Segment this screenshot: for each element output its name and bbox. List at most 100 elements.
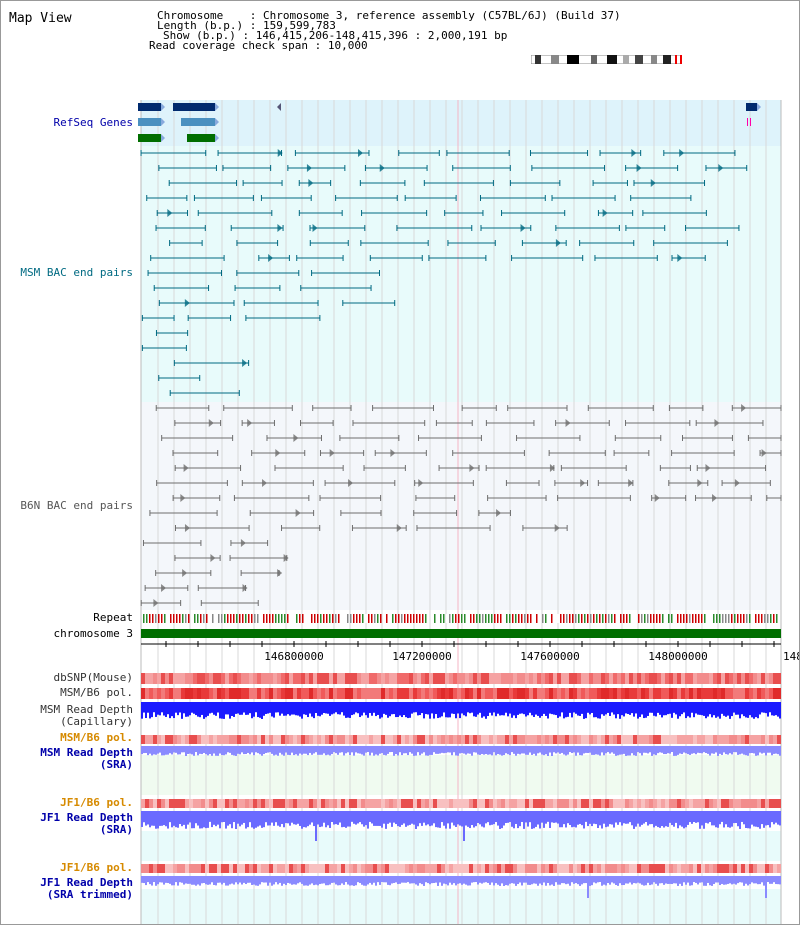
depth-bar (517, 746, 519, 754)
depth-bar (203, 811, 205, 828)
depth-bar (505, 876, 507, 886)
depth-bar (521, 746, 523, 754)
heat-cell (377, 864, 381, 873)
heat-cell (665, 735, 669, 744)
heat-cell (681, 799, 685, 808)
heat-cell (677, 688, 681, 699)
depth-bar (459, 702, 461, 719)
depth-bar (311, 702, 313, 717)
heat-cell (741, 735, 745, 744)
depth-bar (159, 746, 161, 753)
depth-bar (419, 746, 421, 756)
heat-cell (365, 799, 369, 808)
bac-arrow-icon (549, 464, 555, 472)
depth-bar (647, 811, 649, 826)
repeat-mark (638, 614, 640, 623)
depth-bar (237, 876, 239, 885)
refseq-genes-label[interactable]: RefSeq Genes (53, 116, 133, 129)
depth-bar (243, 811, 245, 823)
depth-bar (479, 746, 481, 755)
repeat-mark (662, 614, 664, 623)
depth-bar (345, 702, 347, 718)
depth-bar (579, 746, 581, 756)
depth-bar (697, 876, 699, 885)
depth-bar (471, 746, 473, 756)
heat-cell (157, 735, 161, 744)
depth-bar (523, 746, 525, 754)
heat-cell (685, 673, 689, 684)
repeat-mark (551, 614, 553, 623)
heat-cell (193, 688, 197, 699)
heat-cell (293, 673, 297, 684)
heat-cell (145, 799, 149, 808)
depth-bar (593, 811, 595, 824)
depth-bar (267, 746, 269, 753)
repeat-mark (374, 614, 376, 623)
repeat-mark (725, 614, 727, 623)
heat-cell (673, 864, 677, 873)
heat-cell (765, 864, 769, 873)
depth-bar (525, 811, 527, 823)
b6n-bac-label[interactable]: B6N BAC end pairs (20, 499, 133, 512)
heat-cell (625, 799, 629, 808)
heat-cell (169, 799, 173, 808)
depth-bar (645, 746, 647, 753)
depth-bar (243, 876, 245, 883)
repeat-mark (428, 614, 430, 623)
depth-bar (363, 746, 365, 756)
heat-cell (745, 673, 749, 684)
depth-bar (365, 876, 367, 886)
bac-arrow-icon (565, 419, 571, 427)
heat-cell (633, 864, 637, 873)
heat-cell (537, 864, 541, 873)
heat-cell (169, 735, 173, 744)
depth-bar (545, 746, 547, 755)
depth-bar (153, 876, 155, 883)
depth-bar (731, 746, 733, 755)
heat-cell (273, 799, 277, 808)
depth-bar (389, 702, 391, 717)
heat-cell (669, 799, 673, 808)
depth-bar (625, 702, 627, 714)
heat-cell (469, 799, 473, 808)
heat-cell (673, 688, 677, 699)
depth-bar (535, 702, 537, 715)
heat-cell (377, 799, 381, 808)
depth-bar (499, 702, 501, 716)
depth-bar (585, 811, 587, 822)
depth-bar (713, 702, 715, 716)
heat-cell (609, 673, 613, 684)
depth-bar (233, 746, 235, 756)
depth-bar (659, 702, 661, 715)
repeat-mark (158, 614, 160, 623)
chromosome-ideogram[interactable] (530, 53, 688, 66)
msm-bac-label[interactable]: MSM BAC end pairs (20, 266, 133, 279)
refseq-gene-block (181, 118, 215, 126)
depth-bar (475, 876, 477, 883)
repeat-mark (488, 614, 490, 623)
heat-cell (329, 688, 333, 699)
depth-bar (311, 876, 313, 884)
bac-arrow-icon (295, 509, 301, 517)
depth-bar (491, 702, 493, 716)
depth-bar (165, 811, 167, 827)
heat-cell (333, 864, 337, 873)
depth-bar (269, 746, 271, 753)
repeat-mark (212, 614, 214, 623)
heat-cell (237, 864, 241, 873)
depth-bar (669, 746, 671, 754)
depth-bar (599, 876, 601, 883)
heat-cell (597, 799, 601, 808)
depth-bar (235, 746, 237, 756)
axis-tick-label: 148000000 (648, 650, 708, 663)
repeat-mark (728, 614, 730, 623)
heat-cell (553, 864, 557, 873)
depth-bar (391, 811, 393, 827)
depth-bar (295, 746, 297, 755)
depth-bar (559, 811, 561, 828)
heat-cell (629, 799, 633, 808)
depth-bar (495, 746, 497, 756)
heat-cell (621, 673, 625, 684)
chromosome-value: Chromosome 3, reference assembly (C57BL/… (262, 9, 621, 22)
depth-bar (247, 876, 249, 883)
